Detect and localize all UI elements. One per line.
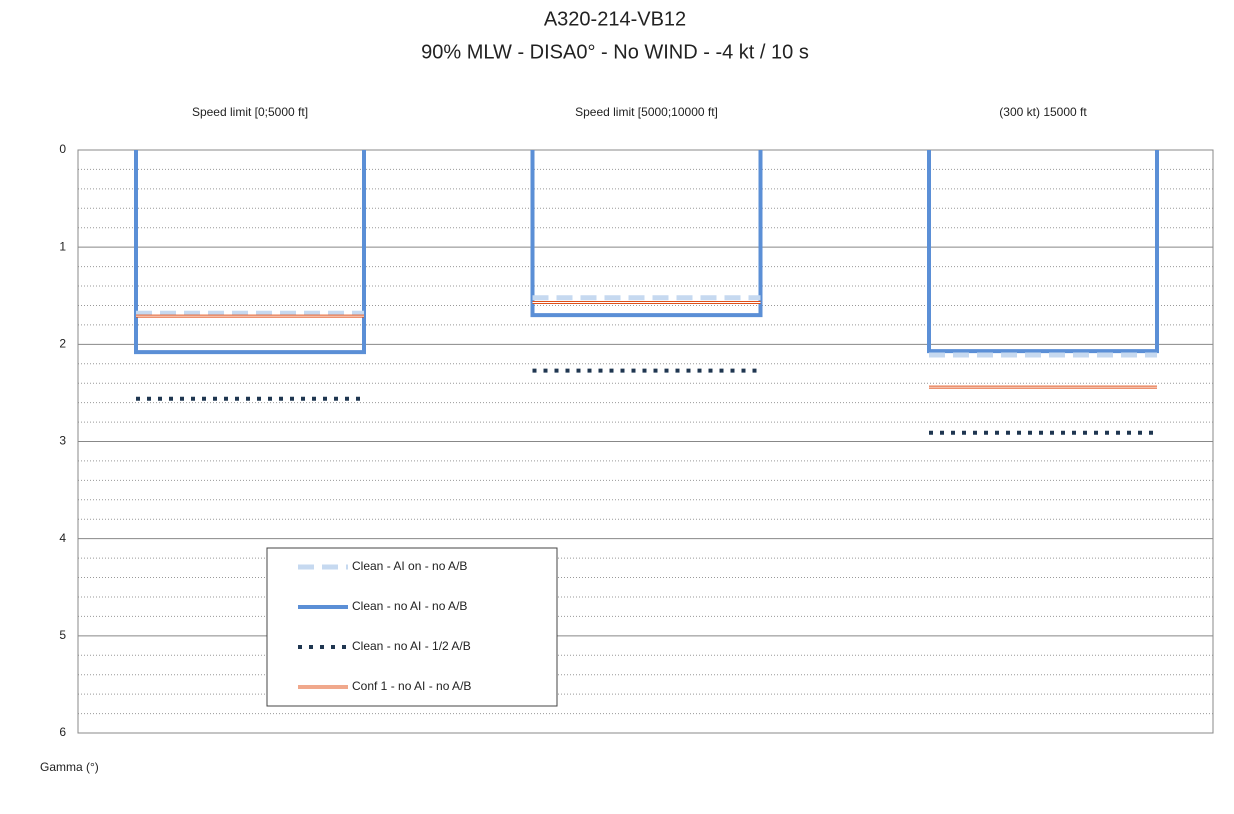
legend-label: Clean - no AI - no A/B <box>352 599 467 613</box>
category-label: (300 kt) 15000 ft <box>999 105 1087 119</box>
legend-box <box>266 547 558 707</box>
y-tick-label: 2 <box>59 337 66 351</box>
y-tick-label: 0 <box>59 142 66 156</box>
category-label: Speed limit [0;5000 ft] <box>192 105 308 119</box>
y-tick-label: 3 <box>59 434 66 448</box>
bar-outline <box>134 150 366 355</box>
legend-label: Conf 1 - no AI - no A/B <box>352 679 471 693</box>
chart-title: A320-214-VB12 <box>544 8 686 30</box>
bar-outline <box>927 150 1159 354</box>
y-tick-label: 5 <box>59 628 66 642</box>
category-label: Speed limit [5000;10000 ft] <box>575 105 718 119</box>
legend-label: Clean - no AI - 1/2 A/B <box>352 639 471 653</box>
bar-outline <box>530 150 763 318</box>
y-tick-label: 1 <box>59 239 66 253</box>
y-tick-label: 6 <box>59 725 66 739</box>
legend-label: Clean - AI on - no A/B <box>352 559 467 573</box>
y-tick-label: 4 <box>59 531 66 545</box>
plot-frame <box>77 149 1214 734</box>
y-axis-label: Gamma (°) <box>40 760 99 774</box>
chart-subtitle: 90% MLW - DISA0° - No WIND - -4 kt / 10 … <box>421 41 809 63</box>
